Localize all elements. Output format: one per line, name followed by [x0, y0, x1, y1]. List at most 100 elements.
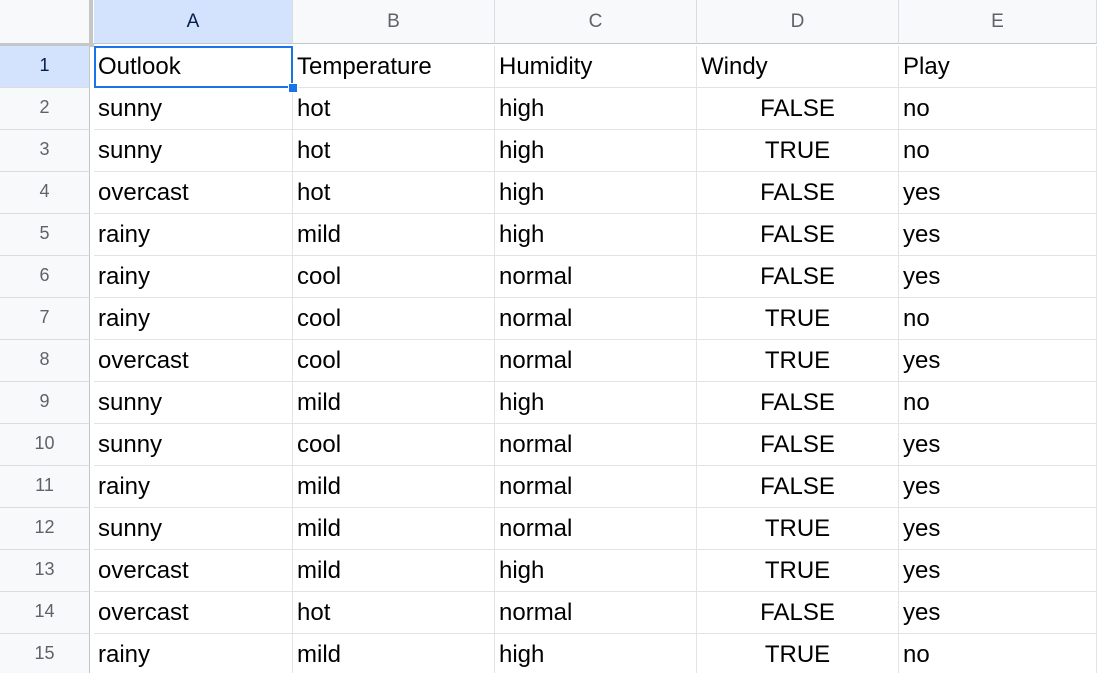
- row-header-15[interactable]: 15: [0, 634, 90, 673]
- cell-e5[interactable]: yes: [899, 214, 1097, 256]
- cell-b5[interactable]: mild: [293, 214, 495, 256]
- row-header-14[interactable]: 14: [0, 592, 90, 634]
- cell-value: cool: [297, 346, 342, 374]
- cell-c11[interactable]: normal: [495, 466, 697, 508]
- cell-d5[interactable]: FALSE: [697, 214, 899, 256]
- cell-a3[interactable]: sunny: [94, 130, 293, 172]
- cell-a15[interactable]: rainy: [94, 634, 293, 673]
- column-header-d[interactable]: D: [697, 0, 899, 44]
- cell-e14[interactable]: yes: [899, 592, 1097, 634]
- cell-b11[interactable]: mild: [293, 466, 495, 508]
- row-header-8[interactable]: 8: [0, 340, 90, 382]
- cell-d7[interactable]: TRUE: [697, 298, 899, 340]
- cell-b1[interactable]: Temperature: [293, 46, 495, 88]
- cell-c5[interactable]: high: [495, 214, 697, 256]
- cell-e11[interactable]: yes: [899, 466, 1097, 508]
- cell-d6[interactable]: FALSE: [697, 256, 899, 298]
- cell-b10[interactable]: cool: [293, 424, 495, 466]
- row-header-9[interactable]: 9: [0, 382, 90, 424]
- cell-d8[interactable]: TRUE: [697, 340, 899, 382]
- cell-a9[interactable]: sunny: [94, 382, 293, 424]
- cell-c1[interactable]: Humidity: [495, 46, 697, 88]
- cell-a7[interactable]: rainy: [94, 298, 293, 340]
- cell-d9[interactable]: FALSE: [697, 382, 899, 424]
- cell-e2[interactable]: no: [899, 88, 1097, 130]
- cell-a14[interactable]: overcast: [94, 592, 293, 634]
- frozen-row-divider[interactable]: [0, 43, 94, 47]
- cell-e15[interactable]: no: [899, 634, 1097, 673]
- cell-d12[interactable]: TRUE: [697, 508, 899, 550]
- row-header-11[interactable]: 11: [0, 466, 90, 508]
- cell-c6[interactable]: normal: [495, 256, 697, 298]
- row-header-5[interactable]: 5: [0, 214, 90, 256]
- cell-e8[interactable]: yes: [899, 340, 1097, 382]
- cell-a4[interactable]: overcast: [94, 172, 293, 214]
- cell-b13[interactable]: mild: [293, 550, 495, 592]
- row-header-1[interactable]: 1: [0, 46, 90, 88]
- column-header-a[interactable]: A: [94, 0, 293, 44]
- cell-a12[interactable]: sunny: [94, 508, 293, 550]
- column-header-e[interactable]: E: [899, 0, 1097, 44]
- cell-c13[interactable]: high: [495, 550, 697, 592]
- cell-b12[interactable]: mild: [293, 508, 495, 550]
- cell-b3[interactable]: hot: [293, 130, 495, 172]
- cell-d14[interactable]: FALSE: [697, 592, 899, 634]
- row-header-3[interactable]: 3: [0, 130, 90, 172]
- row-header-6[interactable]: 6: [0, 256, 90, 298]
- cell-d2[interactable]: FALSE: [697, 88, 899, 130]
- row-header-7[interactable]: 7: [0, 298, 90, 340]
- cell-c7[interactable]: normal: [495, 298, 697, 340]
- cell-a1[interactable]: Outlook: [94, 46, 298, 93]
- cell-e9[interactable]: no: [899, 382, 1097, 424]
- cell-b8[interactable]: cool: [293, 340, 495, 382]
- row-header-4[interactable]: 4: [0, 172, 90, 214]
- row-header-13[interactable]: 13: [0, 550, 90, 592]
- cell-c12[interactable]: normal: [495, 508, 697, 550]
- cell-a5[interactable]: rainy: [94, 214, 293, 256]
- cell-d4[interactable]: FALSE: [697, 172, 899, 214]
- cell-b2[interactable]: hot: [293, 88, 495, 130]
- cell-c2[interactable]: high: [495, 88, 697, 130]
- cell-a2[interactable]: sunny: [94, 88, 293, 130]
- cell-d11[interactable]: FALSE: [697, 466, 899, 508]
- cell-e7[interactable]: no: [899, 298, 1097, 340]
- cell-c3[interactable]: high: [495, 130, 697, 172]
- cell-e4[interactable]: yes: [899, 172, 1097, 214]
- cell-b14[interactable]: hot: [293, 592, 495, 634]
- row-header-10[interactable]: 10: [0, 424, 90, 466]
- cell-c9[interactable]: high: [495, 382, 697, 424]
- select-all-corner[interactable]: [0, 0, 94, 47]
- cell-c15[interactable]: high: [495, 634, 697, 673]
- cell-c14[interactable]: normal: [495, 592, 697, 634]
- cell-a13[interactable]: overcast: [94, 550, 293, 592]
- cell-c8[interactable]: normal: [495, 340, 697, 382]
- cell-e12[interactable]: yes: [899, 508, 1097, 550]
- frozen-column-divider[interactable]: [89, 0, 93, 44]
- row-header-2[interactable]: 2: [0, 88, 90, 130]
- cell-a6[interactable]: rainy: [94, 256, 293, 298]
- cell-b7[interactable]: cool: [293, 298, 495, 340]
- column-header-b[interactable]: B: [293, 0, 495, 44]
- row-header-12[interactable]: 12: [0, 508, 90, 550]
- cell-e3[interactable]: no: [899, 130, 1097, 172]
- cell-e10[interactable]: yes: [899, 424, 1097, 466]
- cell-a8[interactable]: overcast: [94, 340, 293, 382]
- cell-e1[interactable]: Play: [899, 46, 1097, 88]
- cell-c4[interactable]: high: [495, 172, 697, 214]
- column-header-c[interactable]: C: [495, 0, 697, 44]
- cell-b6[interactable]: cool: [293, 256, 495, 298]
- cell-a10[interactable]: sunny: [94, 424, 293, 466]
- cell-d13[interactable]: TRUE: [697, 550, 899, 592]
- cell-e6[interactable]: yes: [899, 256, 1097, 298]
- cell-e13[interactable]: yes: [899, 550, 1097, 592]
- cell-b4[interactable]: hot: [293, 172, 495, 214]
- cell-b15[interactable]: mild: [293, 634, 495, 673]
- fill-handle[interactable]: [288, 83, 298, 93]
- cell-c10[interactable]: normal: [495, 424, 697, 466]
- cell-d3[interactable]: TRUE: [697, 130, 899, 172]
- cell-b9[interactable]: mild: [293, 382, 495, 424]
- cell-d10[interactable]: FALSE: [697, 424, 899, 466]
- cell-d15[interactable]: TRUE: [697, 634, 899, 673]
- cell-a11[interactable]: rainy: [94, 466, 293, 508]
- cell-d1[interactable]: Windy: [697, 46, 899, 88]
